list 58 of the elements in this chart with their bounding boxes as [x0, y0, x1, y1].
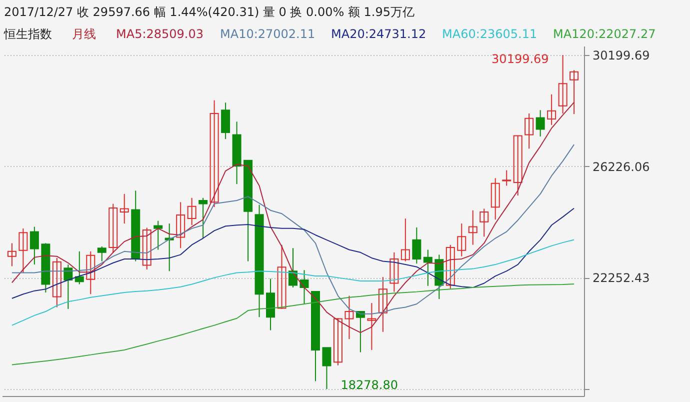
text: MA10:27002.11: [220, 27, 316, 41]
candlestick: [300, 270, 309, 304]
candlestick: [176, 202, 186, 249]
candlestick: [322, 347, 332, 390]
candlestick: [480, 208, 489, 238]
candlestick: [277, 244, 286, 310]
candlestick: [142, 227, 152, 270]
candlestick: [412, 226, 422, 264]
candlestick: [74, 250, 84, 285]
candlestick: [344, 295, 354, 340]
candlestick: [221, 102, 230, 140]
candlestick: [468, 210, 478, 246]
candlestick: [423, 249, 432, 286]
y-tick-label: 26226.06: [592, 160, 650, 174]
candlestick: [154, 220, 163, 250]
candlestick: [536, 110, 545, 137]
candlestick: [333, 318, 342, 366]
y-tick-label: 30199.69: [592, 48, 650, 62]
candlestick: [108, 203, 118, 254]
chart-subtitle: 恒生指数: [3, 27, 52, 41]
candlestick: [86, 250, 96, 295]
candlestick: [97, 246, 106, 262]
line-series: [11, 208, 575, 299]
text: MA5:28509.03: [116, 27, 204, 41]
candlestick: [378, 276, 388, 332]
candlestick: [570, 70, 579, 115]
candlestick: [446, 244, 455, 290]
line-series: [11, 283, 575, 366]
annotation: 18278.80: [340, 378, 398, 392]
candlestick: [502, 170, 512, 186]
candlestick: [457, 222, 466, 257]
candlestick: [120, 193, 129, 224]
candlestick: [187, 197, 196, 226]
candlestick: [52, 257, 62, 308]
text: MA20:24731.12: [331, 27, 426, 41]
candlestick: [30, 226, 39, 266]
candlestick: [490, 178, 500, 220]
line-series: [11, 102, 575, 334]
candlestick: [288, 248, 298, 288]
candlestick: [367, 302, 376, 350]
text: MA120:22027.27: [553, 27, 656, 41]
candlestick: [513, 135, 522, 196]
candlestick: [547, 94, 556, 126]
candlestick: [524, 112, 534, 150]
candlestick: [210, 100, 219, 208]
annotation: 30199.69: [492, 52, 549, 66]
chart-title: 2017/12/27 收 29597.66 幅 1.44%(420.31) 量 0 换 0.00% 额 1.95万亿: [4, 5, 415, 19]
text: 月线: [72, 27, 96, 41]
text: MA60:23605.11: [442, 27, 538, 41]
candlestick: [558, 54, 568, 114]
y-tick-label: 22252.43: [592, 271, 650, 286]
line-series: [11, 239, 575, 326]
candlestick: [400, 218, 410, 262]
candlestick: [18, 228, 28, 274]
candlestick: [198, 197, 208, 239]
candlestick: [266, 278, 276, 331]
candlestick: [390, 252, 399, 292]
candlestick: [7, 242, 16, 267]
